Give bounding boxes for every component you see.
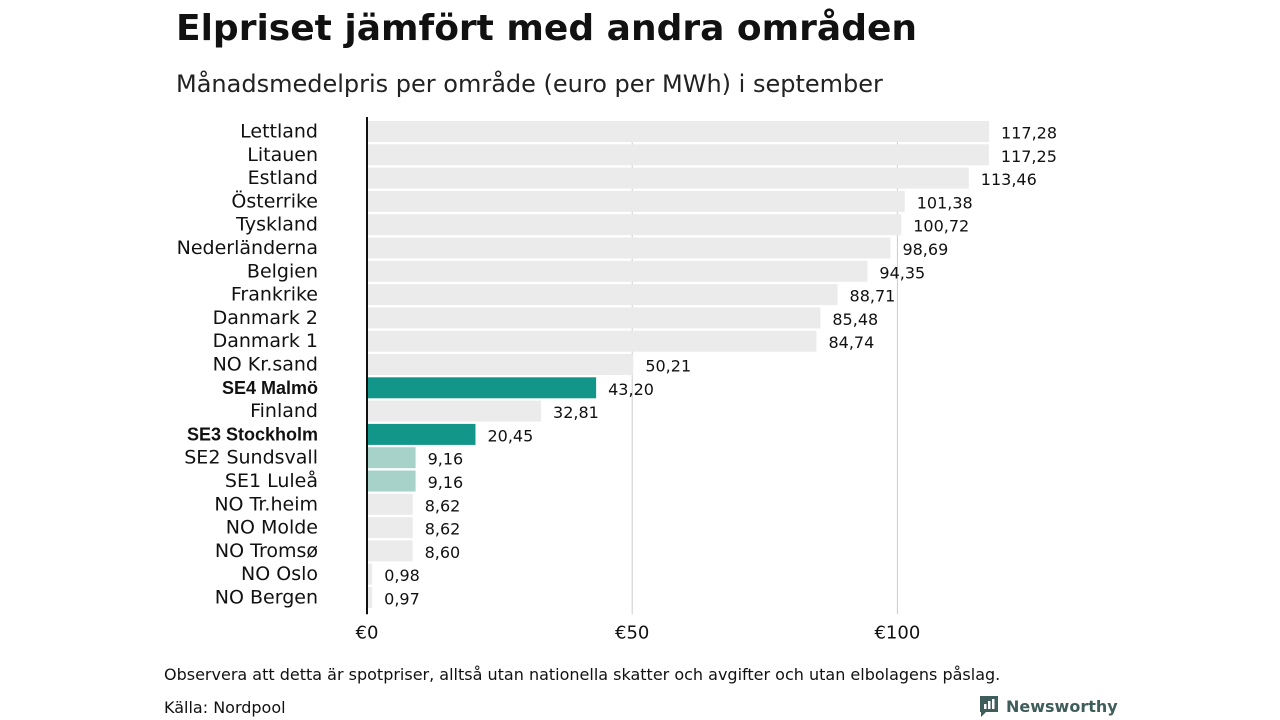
bar	[367, 121, 990, 142]
bar	[367, 167, 969, 189]
category-label: SE1 Luleå	[225, 469, 318, 492]
bar	[367, 540, 413, 562]
x-tick-label: €100	[874, 622, 920, 643]
bars	[367, 121, 990, 608]
data-label: 50,21	[645, 357, 691, 376]
category-label: Danmark 2	[213, 307, 318, 329]
category-label: NO Molde	[226, 517, 318, 539]
bar	[367, 493, 413, 515]
data-label: 8,62	[425, 496, 461, 515]
bar	[367, 423, 476, 445]
data-label: 100,72	[913, 217, 969, 236]
data-label: 117,28	[1001, 124, 1057, 143]
category-label: NO Tr.heim	[214, 493, 318, 515]
bar	[367, 587, 373, 608]
bar	[367, 517, 413, 539]
data-label: 113,46	[981, 170, 1037, 189]
data-label: 0,97	[384, 590, 420, 609]
category-label: NO Kr.sand	[213, 354, 318, 376]
value-labels: 117,28 117,25 113,46 101,38 100,72 98,69 94,35…	[384, 124, 1057, 609]
category-label: NO Oslo	[241, 563, 318, 585]
category-label: Estland	[248, 167, 318, 189]
category-label: SE3 Stockholm	[187, 424, 318, 444]
chart-subtitle: Månadsmedelpris per område (euro per MWh…	[176, 70, 883, 98]
data-label: 9,16	[428, 473, 464, 492]
bar-chart: 117,28 117,25 113,46 101,38 100,72 98,69 94,35…	[177, 117, 1057, 643]
bar	[367, 190, 905, 212]
x-tick-label: €50	[615, 622, 649, 643]
category-label: Tyskland	[235, 214, 318, 236]
bar	[367, 563, 373, 585]
bar	[367, 377, 597, 399]
category-label: Nederländerna	[177, 237, 318, 259]
category-label: Lettland	[240, 121, 318, 143]
category-label: Belgien	[247, 260, 318, 282]
category-label: Litauen	[247, 144, 318, 166]
data-label: 101,38	[917, 193, 973, 212]
x-axis-ticks: €0 €50 €100	[356, 622, 921, 643]
data-label: 8,60	[425, 543, 461, 562]
data-label: 84,74	[828, 333, 874, 352]
data-label: 20,45	[487, 426, 533, 445]
category-labels: LettlandLitauenEstlandÖsterrikeTysklandN…	[177, 121, 318, 609]
data-label: 117,25	[1001, 147, 1057, 166]
brand-logo: Newsworthy	[978, 693, 1118, 719]
category-label: Österrike	[231, 189, 318, 212]
category-label: SE4 Malmö	[222, 378, 318, 398]
brand-name: Newsworthy	[1006, 696, 1118, 716]
x-tick-label: €0	[356, 622, 379, 643]
data-label: 32,81	[553, 403, 599, 422]
newsworthy-logo-icon	[980, 696, 998, 717]
bar	[367, 354, 634, 375]
data-label: 9,16	[428, 450, 464, 469]
category-label: SE2 Sundsvall	[184, 447, 318, 469]
chart-title: Elpriset jämfört med andra områden	[176, 8, 918, 49]
data-label: 98,69	[902, 240, 948, 259]
category-label: NO Tromsø	[215, 540, 318, 562]
bar	[367, 284, 838, 306]
bar	[367, 470, 416, 492]
bar	[367, 400, 542, 422]
bar	[367, 237, 891, 259]
data-label: 0,98	[384, 566, 420, 585]
bar	[367, 214, 902, 236]
footnote: Observera att detta är spotpriser, allts…	[164, 665, 1001, 684]
data-label: 85,48	[832, 310, 878, 329]
category-label: Frankrike	[231, 284, 318, 306]
bar	[367, 307, 821, 329]
bar	[367, 447, 416, 469]
bar	[367, 260, 868, 282]
bar	[367, 330, 817, 352]
category-label: NO Bergen	[215, 587, 318, 609]
source-credit: Källa: Nordpool	[164, 698, 286, 717]
data-label: 88,71	[850, 287, 896, 306]
data-label: 94,35	[879, 263, 925, 282]
data-label: 43,20	[608, 380, 654, 399]
category-label: Danmark 1	[213, 330, 318, 352]
bar	[367, 144, 989, 166]
category-label: Finland	[250, 400, 318, 422]
data-label: 8,62	[425, 520, 461, 539]
